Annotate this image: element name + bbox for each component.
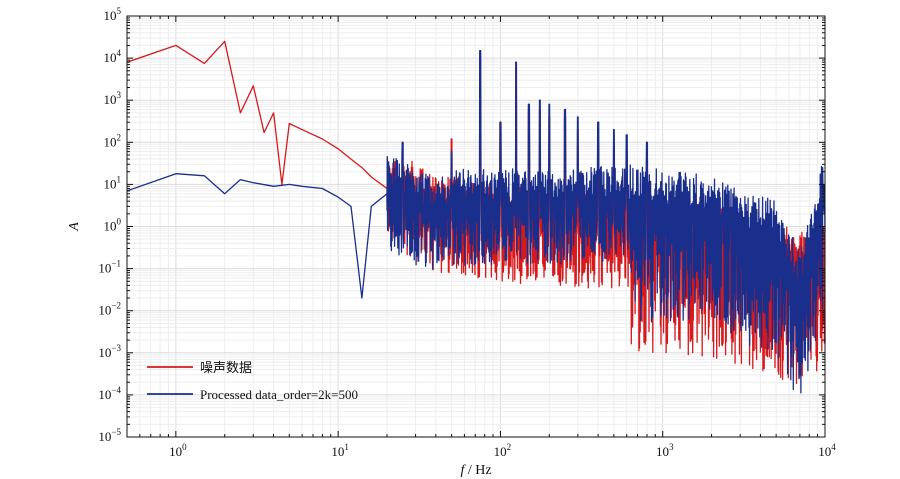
y-tick-label: 105 [104,6,122,23]
y-tick-label: 10−3 [98,343,121,360]
y-tick-label-base: 10 [104,50,117,65]
legend-label-noise: 噪声数据 [200,361,252,376]
x-tick-labels: 100 101 102 103 104 [169,442,836,459]
x-tick-label-base: 10 [331,444,344,459]
x-axis-title-italic: f [460,463,466,478]
x-tick-label: 101 [331,442,349,459]
series-layer [126,40,826,394]
y-tick-label-base: 10 [98,303,111,318]
x-tick-label-base: 10 [169,444,182,459]
y-tick-label: 102 [104,132,122,149]
y-tick-label-base: 10 [104,219,117,234]
y-tick-label-base: 10 [98,387,111,402]
y-tick-label-exponent: 5 [117,6,122,16]
y-tick-label-exponent: −3 [111,343,121,353]
y-tick-label-exponent: 1 [117,174,122,184]
x-tick-label-exponent: 1 [344,442,349,452]
y-tick-label-exponent: 0 [117,217,122,227]
y-tick-label: 100 [104,217,122,234]
y-tick-label-base: 10 [98,345,111,360]
x-tick-label-base: 10 [656,444,669,459]
y-tick-label: 104 [104,48,122,65]
y-tick-label-exponent: −2 [111,301,121,311]
y-tick-label-exponent: −5 [111,427,121,437]
y-tick-label: 10−2 [98,301,121,318]
x-tick-label-exponent: 3 [669,442,674,452]
x-tick-label: 100 [169,442,187,459]
y-tick-label-exponent: 2 [117,132,122,142]
y-tick-label-base: 10 [104,176,117,191]
y-tick-label-base: 10 [104,134,117,149]
x-tick-label: 102 [494,442,512,459]
y-tick-label: 10−5 [98,427,121,444]
y-tick-label-exponent: −1 [111,259,121,269]
legend-label-processed: Processed data_order=2k=500 [200,387,358,402]
y-tick-label: 101 [104,174,122,191]
ticks [126,15,826,438]
y-tick-label-exponent: 3 [117,90,122,100]
y-tick-label: 10−1 [98,259,121,276]
legend: 噪声数据 Processed data_order=2k=500 [147,361,358,402]
y-tick-label-exponent: −4 [111,385,121,395]
y-axis-title: A [67,222,82,232]
y-tick-label-base: 10 [98,261,111,276]
y-tick-label: 103 [104,90,122,107]
x-tick-label-base: 10 [818,444,831,459]
x-tick-label-base: 10 [494,444,507,459]
y-tick-label: 10−4 [98,385,121,402]
y-tick-label-base: 10 [104,8,117,23]
y-tick-label-exponent: 4 [117,48,122,58]
x-axis-title: f / Hz [460,463,491,478]
x-tick-label: 103 [656,442,674,459]
x-tick-label-exponent: 4 [831,442,836,452]
x-tick-label-exponent: 0 [182,442,187,452]
x-axis-title-unit: / Hz [464,463,491,478]
y-tick-label-base: 10 [104,92,117,107]
x-tick-label-exponent: 2 [507,442,512,452]
x-tick-label: 104 [818,442,836,459]
series-line-1 [126,50,826,394]
y-tick-label-base: 10 [98,429,111,444]
